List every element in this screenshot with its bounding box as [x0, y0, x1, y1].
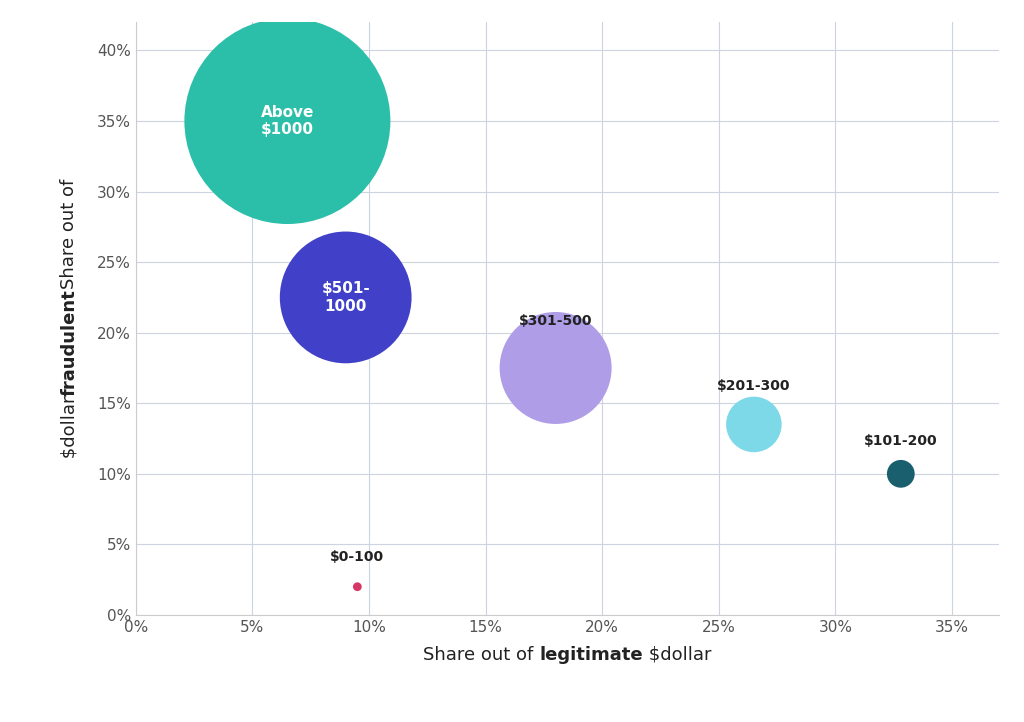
Point: [349, 581, 366, 593]
Point: [745, 419, 762, 430]
Text: $201-300: $201-300: [717, 379, 791, 393]
Text: $dollar: $dollar: [60, 396, 78, 464]
Text: fraudulent: fraudulent: [60, 289, 78, 396]
Point: [280, 116, 296, 127]
Point: [893, 468, 909, 479]
Text: legitimate: legitimate: [540, 645, 643, 664]
Text: $0-100: $0-100: [331, 550, 384, 564]
Text: Share out of: Share out of: [423, 645, 540, 664]
Text: Above
$1000: Above $1000: [261, 105, 314, 137]
Point: [338, 292, 354, 303]
Text: $301-500: $301-500: [519, 315, 592, 329]
Text: $501-
1000: $501- 1000: [322, 281, 370, 313]
Text: Share out of: Share out of: [60, 173, 78, 289]
Text: $dollar: $dollar: [643, 645, 712, 664]
Point: [548, 362, 564, 374]
Text: $101-200: $101-200: [864, 435, 938, 448]
